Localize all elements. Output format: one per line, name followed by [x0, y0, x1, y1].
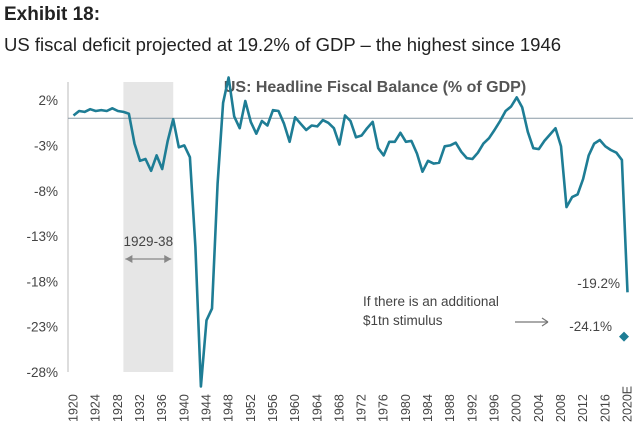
- y-tick-label: -13%: [26, 229, 58, 244]
- annotation-stimulus-deficit: -24.1%: [569, 319, 612, 334]
- exhibit-label: Exhibit 18:: [4, 4, 101, 25]
- x-tick-label: 2000: [510, 394, 524, 422]
- annotation-stimulus-line2: $1tn stimulus: [363, 313, 443, 328]
- arrowhead-left: [125, 255, 133, 263]
- x-tick-label: 1952: [244, 394, 258, 422]
- y-tick-label: -28%: [26, 365, 58, 380]
- x-tick-label: 1936: [155, 394, 169, 422]
- x-tick-label: 1956: [266, 394, 280, 422]
- y-tick-label: -3%: [34, 138, 58, 153]
- series-line-fiscal-balance: [72, 76, 629, 388]
- x-tick-label: 1972: [355, 394, 369, 422]
- chart-title: US: Headline Fiscal Balance (% of GDP): [224, 79, 526, 96]
- x-tick-label: 1968: [332, 394, 346, 422]
- x-tick-label: 1996: [488, 394, 502, 422]
- x-tick-label: 1948: [222, 394, 236, 422]
- y-tick-label: 2%: [38, 93, 58, 108]
- x-tick-label: 1976: [377, 394, 391, 422]
- page-subtitle: US fiscal deficit projected at 19.2% of …: [4, 34, 562, 55]
- x-tick-label: 1920: [67, 394, 81, 422]
- x-tick-label: 1984: [421, 394, 435, 422]
- x-tick-label: 2012: [576, 394, 590, 422]
- x-tick-label: 1928: [111, 394, 125, 422]
- x-tick-label: 1980: [399, 394, 413, 422]
- x-tick-label: 2020E: [620, 386, 634, 422]
- x-tick-label: 2016: [598, 394, 612, 422]
- diamond-marker-stimulus: [619, 331, 629, 342]
- x-tick-label: 1924: [89, 394, 103, 422]
- x-tick-label: 1988: [443, 394, 457, 422]
- y-tick-label: -18%: [26, 274, 58, 289]
- x-tick-label: 1992: [465, 394, 479, 422]
- stimulus-arrowhead: [541, 317, 549, 327]
- x-tick-label: 1940: [177, 394, 191, 422]
- x-tick-label: 1960: [288, 394, 302, 422]
- annotation-stimulus-line1: If there is an additional: [363, 294, 499, 309]
- x-tick-label: 1944: [199, 394, 213, 422]
- x-tick-label: 2004: [532, 394, 546, 422]
- y-tick-label: -8%: [34, 184, 58, 199]
- annotation-current-deficit: -19.2%: [577, 276, 620, 291]
- x-tick-label: 2008: [554, 394, 568, 422]
- x-tick-label: 1964: [310, 394, 324, 422]
- arrowhead-right: [164, 255, 172, 263]
- x-tick-label: 1932: [133, 394, 147, 422]
- y-tick-label: -23%: [26, 320, 58, 335]
- shaded-region-label: 1929-38: [124, 234, 174, 249]
